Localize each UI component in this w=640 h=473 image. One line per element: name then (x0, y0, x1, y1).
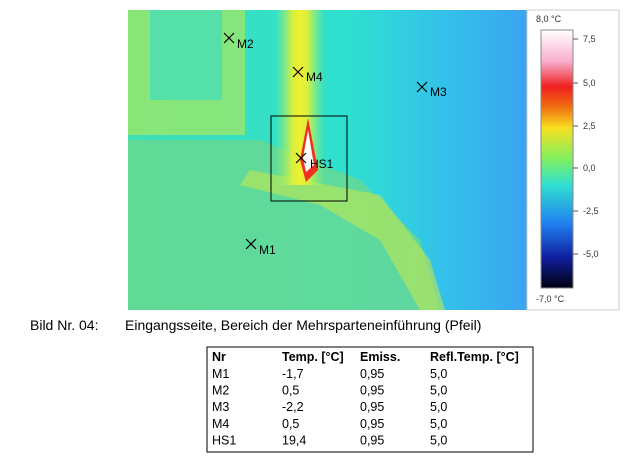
table-cell: 0,95 (360, 367, 384, 381)
table-border (206, 346, 534, 453)
table-cell: M1 (212, 367, 229, 381)
table-cell: 0,5 (282, 384, 299, 398)
table-header: Refl.Temp. [°C] (430, 350, 519, 364)
marker-label: M1 (259, 243, 276, 257)
table-cell: M3 (212, 400, 229, 414)
table-cell: 0,5 (282, 417, 299, 431)
color-bar (540, 29, 574, 289)
marker-label: HS1 (310, 157, 334, 171)
table-cell: M4 (212, 417, 229, 431)
scale-tick-label: -5,0 (583, 249, 599, 259)
table-header: Temp. [°C] (282, 350, 344, 364)
table-header: Emiss. (360, 350, 400, 364)
marker-label: M4 (306, 70, 323, 84)
scale-tick-label: 2,5 (583, 121, 596, 131)
table-cell: 5,0 (430, 367, 447, 381)
scale-tick-label: -2,5 (583, 206, 599, 216)
table-cell: 0,95 (360, 417, 384, 431)
thermal-image (128, 10, 527, 310)
scale-tick-label: 0,0 (583, 163, 596, 173)
table-cell: 5,0 (430, 384, 447, 398)
table-cell: M2 (212, 384, 229, 398)
table-cell: 0,95 (360, 433, 384, 447)
table-cell: 0,95 (360, 400, 384, 414)
table-cell: 19,4 (282, 433, 306, 447)
table-header: Nr (212, 350, 226, 364)
table-cell: -2,2 (282, 400, 304, 414)
marker-crosses (223, 32, 428, 250)
table-cell: 5,0 (430, 433, 447, 447)
marker-label: M3 (430, 85, 447, 99)
caption-text: Eingangsseite, Bereich der Mehrspartenei… (125, 317, 481, 333)
scale-min: -7,0 °C (536, 294, 565, 304)
table-cell: 5,0 (430, 400, 447, 414)
table-cell: HS1 (212, 433, 236, 447)
marker-label: M2 (237, 37, 254, 51)
scale-max: 8,0 °C (536, 14, 562, 24)
table-cell: -1,7 (282, 367, 304, 381)
scale-tick-label: 7,5 (583, 34, 596, 44)
caption-number: Bild Nr. 04: (30, 317, 98, 333)
table-cell: 0,95 (360, 384, 384, 398)
table-cell: 5,0 (430, 417, 447, 431)
scale-tick-label: 5,0 (583, 78, 596, 88)
